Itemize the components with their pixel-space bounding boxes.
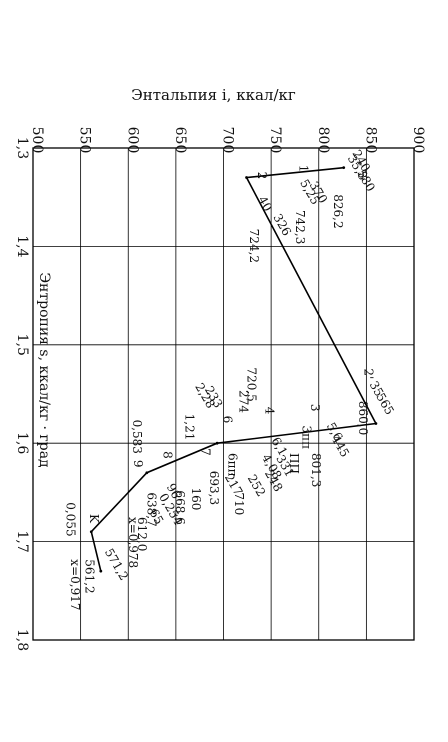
point-label: 860,0 [356, 401, 370, 435]
point-annotations: 24035,8580826,215,25370742,3240326724,22… [63, 147, 397, 610]
point-label: 445 [329, 433, 353, 460]
point-label: 6пп [225, 453, 239, 477]
point-label: 35 [367, 379, 387, 399]
x-tick-label: 500 [29, 127, 45, 154]
point-label: 96 [164, 481, 184, 501]
x-tick-label: 850 [362, 127, 378, 154]
y-tick-label: 1,6 [14, 432, 30, 454]
x-axis-title: Энтальпия i, ккал/кг [131, 86, 296, 104]
tick-labels: 500 550 600 650 700 750 800 850 900 1,3 1,4 1,5 1,6 1… [14, 127, 426, 652]
y-tick-label: 1,3 [14, 137, 30, 159]
point-label: 3пп [300, 425, 314, 449]
point-label: 720,5 [244, 367, 258, 401]
point-label: 561,2 [82, 559, 96, 593]
point-label: 40 [255, 194, 275, 214]
point-label: 1,21 [182, 414, 196, 441]
point-label: 638,7 [144, 492, 158, 526]
point-label: 4 [262, 407, 276, 415]
point-label: x=0,978 [126, 517, 140, 568]
point-label: ПП [287, 453, 301, 474]
point-label: 9 [131, 460, 145, 468]
y-tick-label: 1,7 [14, 530, 30, 552]
x-tick-label: 550 [77, 127, 93, 154]
point-label: K [87, 514, 101, 524]
point-label: 826,2 [331, 194, 345, 228]
point-label: 1 [297, 165, 311, 173]
x-tick-label: 800 [315, 127, 331, 154]
y-tick-label: 1,8 [14, 629, 30, 651]
point-label: 724,2 [247, 229, 261, 263]
x-tick-label: 700 [220, 127, 236, 154]
x-tick-label: 650 [172, 127, 188, 154]
point-label: 0,055 [63, 502, 77, 536]
x-tick-label: 750 [267, 127, 283, 154]
point-label: 693,3 [207, 471, 221, 505]
point-label: 160 [189, 487, 203, 510]
x-tick-label: 600 [124, 127, 140, 154]
point-label: 2' [361, 368, 375, 379]
point-label: 274 [237, 390, 251, 413]
point-label: 668,6 [173, 490, 187, 524]
point-label: 801,3 [309, 453, 323, 487]
point-label: 326 [270, 211, 294, 238]
point-label: 8 [160, 451, 174, 459]
point-label: 710 [232, 492, 246, 515]
point-label: 742,3 [293, 210, 307, 244]
y-tick-label: 1,5 [14, 334, 30, 356]
point-label: 612,0 [135, 517, 149, 551]
point-label: 2 [255, 172, 269, 180]
point-label: x=0,917 [68, 559, 82, 610]
point-label: 6 [221, 416, 235, 424]
point-label: 7 [199, 448, 213, 456]
y-tick-label: 1,4 [14, 235, 30, 257]
point-label: 0,583 [130, 420, 144, 454]
process-line [90, 166, 378, 572]
point-label: 65 [147, 507, 167, 527]
point-label: 565 [373, 390, 397, 417]
y-axis-title: Энтропия s, ккал/кг · град [36, 272, 52, 468]
x-tick-label: 900 [410, 127, 426, 154]
point-label: 3 [308, 404, 322, 412]
